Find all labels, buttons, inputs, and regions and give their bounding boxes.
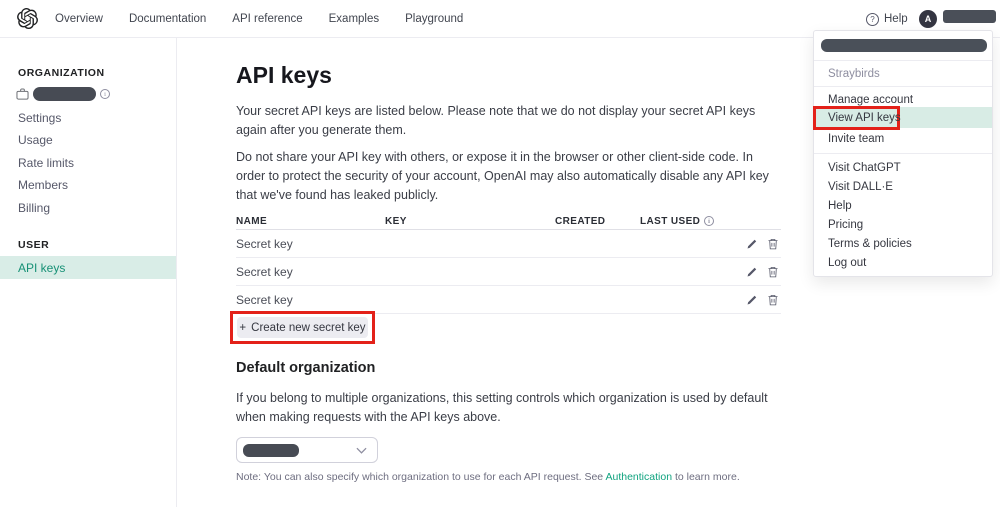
pencil-icon[interactable] xyxy=(746,294,758,306)
col-key: KEY xyxy=(385,215,407,227)
col-created: CREATED xyxy=(555,215,606,227)
create-button-label: Create new secret key xyxy=(251,321,366,334)
org-note: Note: You can also specify which organiz… xyxy=(236,471,740,483)
sidebar-item-api-keys[interactable]: API keys xyxy=(0,256,176,279)
account-menu: Straybirds Manage account View API keys … xyxy=(813,30,993,277)
annotation-box-view-api-keys xyxy=(813,106,900,130)
menu-item-visit-chatgpt[interactable]: Visit ChatGPT xyxy=(828,162,901,174)
menu-divider xyxy=(814,60,992,61)
avatar[interactable]: A xyxy=(919,10,937,28)
table-row: Secret key xyxy=(236,286,781,314)
redacted-username-pill xyxy=(943,10,996,23)
help-label: Help xyxy=(884,13,908,25)
redacted-account-name-pill xyxy=(821,39,987,52)
table-row: Secret key xyxy=(236,258,781,286)
help-button[interactable]: Help xyxy=(866,0,908,38)
key-name: Secret key xyxy=(236,292,293,307)
info-circle-icon xyxy=(704,216,715,226)
menu-org-name: Straybirds xyxy=(828,68,880,80)
menu-divider xyxy=(814,153,992,154)
trash-icon[interactable] xyxy=(767,294,779,306)
question-circle-icon xyxy=(866,12,879,26)
pencil-icon[interactable] xyxy=(746,238,758,250)
col-name: NAME xyxy=(236,215,268,227)
create-new-secret-key-button[interactable]: + Create new secret key xyxy=(237,317,368,338)
default-org-title: Default organization xyxy=(236,360,376,376)
table-row: Secret key xyxy=(236,230,781,258)
sidebar-item-usage[interactable]: Usage xyxy=(18,133,53,147)
user-section-label: USER xyxy=(18,239,50,251)
menu-item-view-api-keys[interactable]: View API keys xyxy=(828,112,901,124)
briefcase-icon xyxy=(16,88,29,100)
sidebar-item-members[interactable]: Members xyxy=(18,178,69,192)
menu-item-log-out[interactable]: Log out xyxy=(828,257,867,269)
sidebar-item-api-keys-label: API keys xyxy=(18,261,66,275)
col-last-used: LAST USED xyxy=(640,216,746,227)
sidebar: ORGANIZATION Settings Usage Rate limits … xyxy=(0,38,177,507)
sidebar-item-rate-limits[interactable]: Rate limits xyxy=(18,156,75,170)
org-row xyxy=(16,87,110,101)
nav-item-api-reference[interactable]: API reference xyxy=(232,13,303,25)
default-org-select[interactable] xyxy=(236,437,378,463)
key-name: Secret key xyxy=(236,236,293,251)
menu-item-manage-account[interactable]: Manage account xyxy=(828,94,914,106)
intro-paragraph-2: Do not share your API key with others, o… xyxy=(236,150,769,202)
sidebar-item-billing[interactable]: Billing xyxy=(18,201,51,215)
redacted-select-value-pill xyxy=(243,444,299,457)
nav-item-documentation[interactable]: Documentation xyxy=(128,13,207,25)
org-section-label: ORGANIZATION xyxy=(18,67,105,79)
authentication-link[interactable]: Authentication xyxy=(605,471,673,483)
top-nav: Overview Documentation API reference Exa… xyxy=(0,0,1000,38)
menu-item-pricing[interactable]: Pricing xyxy=(828,219,864,231)
intro-paragraph-1: Your secret API keys are listed below. P… xyxy=(236,104,756,137)
plus-icon: + xyxy=(239,321,247,334)
menu-divider xyxy=(814,86,992,87)
menu-item-terms-policies[interactable]: Terms & policies xyxy=(828,238,912,250)
menu-item-help[interactable]: Help xyxy=(828,200,852,212)
chevron-down-icon xyxy=(356,447,367,454)
annotation-box-create-button xyxy=(230,311,375,344)
key-name: Secret key xyxy=(236,264,293,279)
sidebar-item-settings[interactable]: Settings xyxy=(18,111,62,125)
menu-item-highlight-bar xyxy=(814,107,992,128)
table-header-row: NAME KEY CREATED LAST USED xyxy=(236,213,781,230)
pencil-icon[interactable] xyxy=(746,266,758,278)
nav-item-playground[interactable]: Playground xyxy=(405,13,464,25)
menu-item-visit-dalle[interactable]: Visit DALL·E xyxy=(828,181,893,193)
info-circle-icon xyxy=(100,89,110,99)
openai-logo-icon[interactable] xyxy=(17,8,38,29)
redacted-org-name-pill xyxy=(33,87,96,101)
nav-item-examples[interactable]: Examples xyxy=(328,13,380,25)
trash-icon[interactable] xyxy=(767,266,779,278)
api-keys-table: NAME KEY CREATED LAST USED Secret key Se… xyxy=(236,213,781,314)
page-title: API keys xyxy=(236,62,332,88)
menu-item-invite-team[interactable]: Invite team xyxy=(828,133,885,145)
nav-links: Overview Documentation API reference Exa… xyxy=(55,0,463,38)
default-org-description: If you belong to multiple organizations,… xyxy=(236,391,768,424)
trash-icon[interactable] xyxy=(767,238,779,250)
nav-item-overview[interactable]: Overview xyxy=(55,13,103,25)
